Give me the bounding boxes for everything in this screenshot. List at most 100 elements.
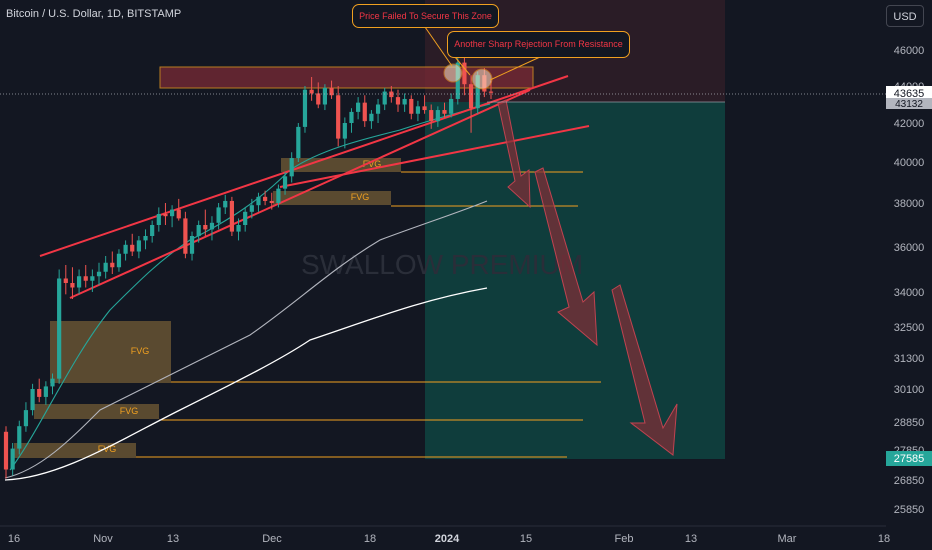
candle [90,269,95,292]
candle-body [269,200,274,203]
candle-body [23,410,29,427]
price-tick-label: 30100 [894,384,925,396]
currency-button[interactable]: USD [886,5,924,27]
projection-arrow-3 [611,284,678,456]
projection-arrow-1 [497,99,531,209]
candle-body [356,102,361,112]
candle [23,402,29,432]
candle [429,104,434,129]
watermark-text: SWALLOW PREMIUM [301,249,583,280]
candle [143,229,148,250]
candle [83,265,88,288]
price-tick-label: 25850 [894,504,925,516]
price-tick-label: 36000 [894,242,925,254]
candle-body [289,158,294,177]
candle-body [103,262,108,272]
candle [422,95,427,114]
candle-body [409,98,414,114]
candle-body [30,389,35,411]
candle-body [236,225,241,232]
fvg-box-5 [273,191,391,205]
candle [322,84,328,111]
price-tick-label: 34000 [894,287,925,299]
ma-fast-line [9,103,491,471]
candle [249,198,254,219]
candle [269,192,274,210]
candle [382,87,387,111]
candle [136,236,141,259]
candle [442,102,447,118]
candle-body [37,389,42,397]
fvg-label-1: FVG [131,346,150,356]
candle [362,95,367,127]
callout-price-failed: Price Failed To Secure This Zone [352,4,499,28]
candle [57,269,62,384]
fvg-label-5: FVG [351,192,370,202]
time-tick-label: 18 [364,533,376,545]
candle-body [276,188,281,203]
candle [409,95,414,120]
candle-body [389,91,394,98]
candle-body [382,91,387,105]
candle [3,426,9,479]
candle-body [422,106,427,111]
time-axis[interactable]: 16 Nov 13 Dec 18 2024 15 Feb 13 Mar 18 [8,533,890,545]
candle [369,110,374,129]
candle [216,203,221,230]
candle-body [435,110,440,122]
target-price-tag [886,451,932,466]
candle-body [150,225,155,236]
fvg-label-3: FVG [98,444,117,454]
candle-body [123,244,128,254]
candle [462,53,467,96]
current-price-tag [886,86,932,100]
candle-body [90,276,95,281]
fvg-zones: FVG FVG FVG FVG FVG [14,158,601,458]
time-tick-label: Mar [778,533,797,545]
candle [130,233,135,256]
candle [196,220,201,243]
candle [116,249,122,272]
candle [289,152,294,183]
projection-arrows [497,99,678,456]
candle-body [209,222,215,230]
fvg-label-2: FVG [120,406,139,416]
callout-2-pointer-a [454,56,471,76]
candle-body [116,253,122,268]
price-tick-label: 42000 [894,118,925,130]
candle [30,383,35,416]
candle [375,98,381,123]
callout-2-pointer-b [489,56,541,81]
candle-body [296,126,301,159]
candle-body [110,262,115,268]
price-tick-label: 38000 [894,198,925,210]
candle-body [57,278,62,379]
price-tick-label: 40000 [894,157,925,169]
candle [402,93,407,112]
fvg-label-4: FVG [363,159,382,169]
candle [342,117,347,149]
time-tick-label: 16 [8,533,20,545]
candle-body [76,276,82,288]
secondary-price-label: 43132 [895,99,923,110]
candle-body [488,91,494,93]
time-tick-label: 13 [685,533,697,545]
callout-1-pointer [424,26,453,67]
candle [203,209,208,236]
price-tick-label: 28850 [894,417,925,429]
rejection-circle-1 [443,63,463,83]
time-tick-label: Dec [262,533,282,545]
candle-body [3,431,9,470]
candle [63,265,68,295]
secondary-price-tag [886,98,932,109]
candle [150,220,155,243]
price-axis[interactable]: 4600044000420004000038000360003400032500… [894,45,925,516]
candle-body [369,113,374,122]
candle [37,378,42,403]
channel-support-line [279,125,590,188]
candle-body [136,240,141,252]
candle-body [282,176,288,189]
candle [395,89,401,112]
candle [349,108,354,133]
